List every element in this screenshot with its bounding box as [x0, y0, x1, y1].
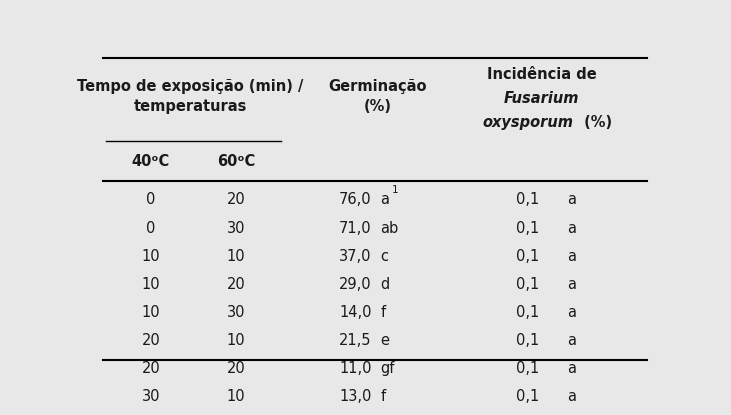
- Text: 0,1: 0,1: [515, 361, 539, 376]
- Text: 20: 20: [227, 277, 245, 292]
- Text: 11,0: 11,0: [339, 361, 372, 376]
- Text: Fusarium: Fusarium: [504, 91, 580, 106]
- Text: 10: 10: [227, 249, 245, 264]
- Text: 10: 10: [227, 333, 245, 348]
- Text: oxysporum: oxysporum: [482, 115, 573, 130]
- Text: 0,1: 0,1: [515, 277, 539, 292]
- Text: 60ᵒC: 60ᵒC: [216, 154, 255, 169]
- Text: 0,1: 0,1: [515, 193, 539, 208]
- Text: 71,0: 71,0: [339, 221, 372, 236]
- Text: a: a: [567, 305, 576, 320]
- Text: Germinação
(%): Germinação (%): [328, 79, 427, 114]
- Text: 0: 0: [146, 193, 156, 208]
- Text: 10: 10: [142, 305, 160, 320]
- Text: ab: ab: [380, 221, 398, 236]
- Text: 30: 30: [142, 389, 160, 404]
- Text: Incidência de: Incidência de: [487, 67, 596, 82]
- Text: 21,5: 21,5: [339, 333, 372, 348]
- Text: a: a: [380, 193, 390, 208]
- Text: 0: 0: [146, 221, 156, 236]
- Text: 10: 10: [227, 389, 245, 404]
- Text: 0,1: 0,1: [515, 305, 539, 320]
- Text: a: a: [567, 193, 576, 208]
- Text: a: a: [567, 333, 576, 348]
- Text: a: a: [567, 221, 576, 236]
- Text: 10: 10: [142, 249, 160, 264]
- Text: a: a: [567, 361, 576, 376]
- Text: 29,0: 29,0: [339, 277, 372, 292]
- Text: a: a: [567, 389, 576, 404]
- Text: 37,0: 37,0: [339, 249, 372, 264]
- Text: 20: 20: [142, 361, 160, 376]
- Text: gf: gf: [380, 361, 395, 376]
- Text: 0,1: 0,1: [515, 333, 539, 348]
- Text: c: c: [380, 249, 388, 264]
- Text: 13,0: 13,0: [339, 389, 372, 404]
- Text: e: e: [380, 333, 390, 348]
- Text: 14,0: 14,0: [339, 305, 372, 320]
- Text: 0,1: 0,1: [515, 249, 539, 264]
- Text: 20: 20: [227, 361, 245, 376]
- Text: 76,0: 76,0: [339, 193, 372, 208]
- Text: f: f: [380, 389, 385, 404]
- Text: (%): (%): [579, 115, 612, 130]
- Text: Tempo de exposição (min) /
temperaturas: Tempo de exposição (min) / temperaturas: [77, 79, 303, 114]
- Text: f: f: [380, 305, 385, 320]
- Text: a: a: [567, 277, 576, 292]
- Text: 20: 20: [142, 333, 160, 348]
- Text: 1: 1: [392, 186, 398, 195]
- Text: 30: 30: [227, 305, 245, 320]
- Text: a: a: [567, 249, 576, 264]
- Text: 10: 10: [142, 277, 160, 292]
- Text: 20: 20: [227, 193, 245, 208]
- Text: 40ᵒC: 40ᵒC: [132, 154, 170, 169]
- Text: 30: 30: [227, 221, 245, 236]
- Text: 0,1: 0,1: [515, 389, 539, 404]
- Text: d: d: [380, 277, 390, 292]
- Text: 0,1: 0,1: [515, 221, 539, 236]
